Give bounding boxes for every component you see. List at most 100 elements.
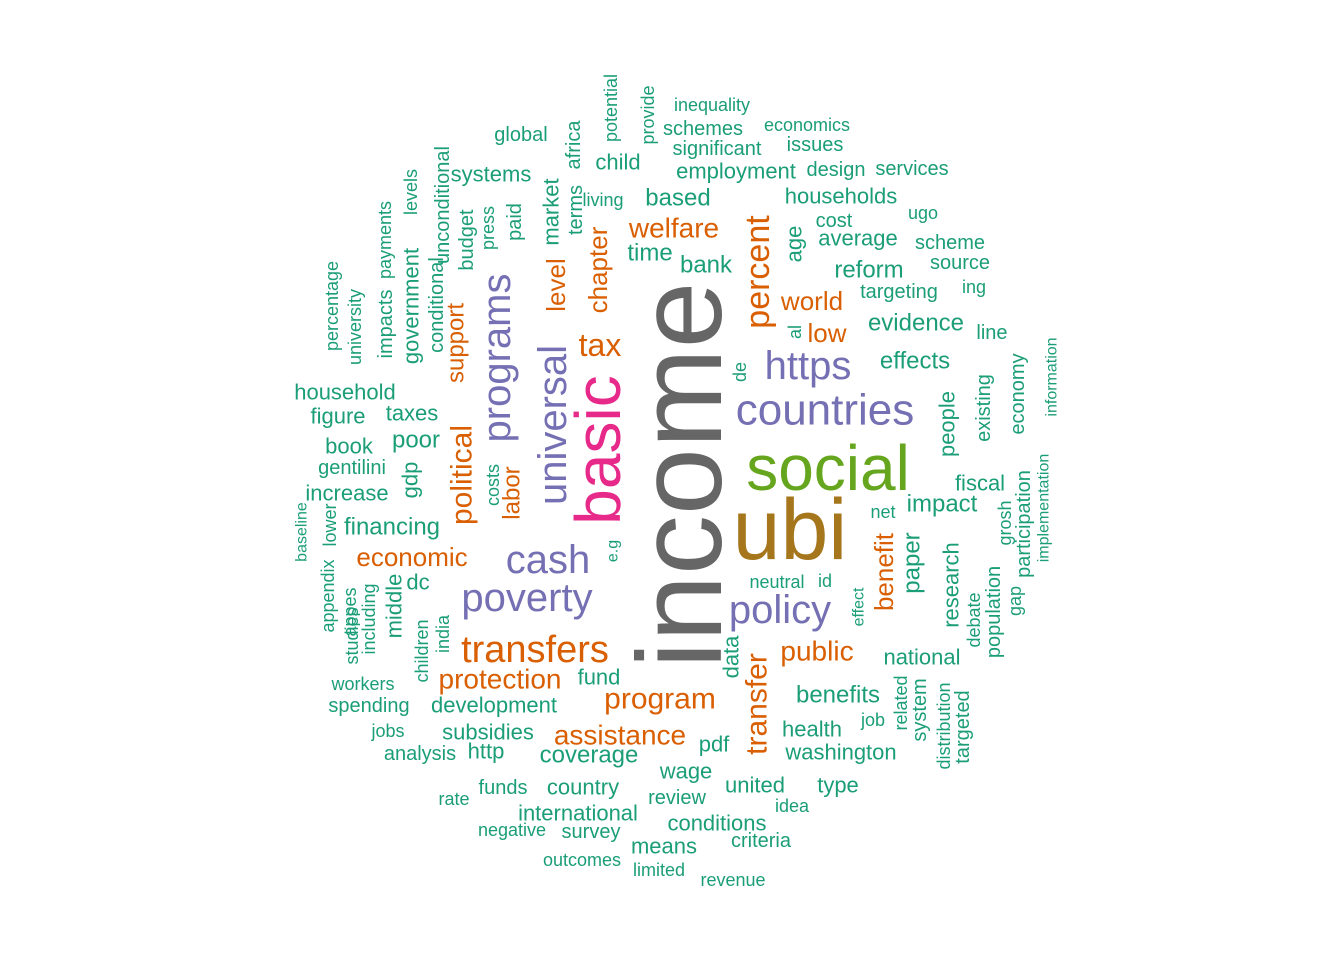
word-significant: significant xyxy=(673,138,762,160)
word-figure: figure xyxy=(310,404,365,429)
word-services: services xyxy=(875,158,948,180)
word-market: market xyxy=(539,178,564,245)
word-rate: rate xyxy=(438,789,469,809)
word-programs: programs xyxy=(475,274,519,443)
word-appendix: appendix xyxy=(318,559,338,632)
word-africa: africa xyxy=(563,120,585,170)
word-system: system xyxy=(909,678,931,741)
word-national: national xyxy=(883,645,960,670)
word-unconditional: unconditional xyxy=(432,146,454,264)
word-survey: survey xyxy=(562,821,621,843)
word-dc: dc xyxy=(406,570,429,595)
word-welfare: welfare xyxy=(628,213,719,244)
word-poverty: poverty xyxy=(461,576,592,620)
word-impacts: impacts xyxy=(375,290,397,359)
word-research: research xyxy=(939,542,964,628)
word-review: review xyxy=(648,787,706,809)
word-negative: negative xyxy=(478,820,546,840)
word-income: income xyxy=(613,282,747,669)
word-net: net xyxy=(870,502,895,522)
word-costs: costs xyxy=(483,464,503,506)
word-based: based xyxy=(645,185,710,212)
word-support: support xyxy=(443,303,470,383)
word-reform: reform xyxy=(834,257,903,284)
word-al: al xyxy=(785,325,805,339)
word-data: data xyxy=(719,635,744,679)
word-provide: provide xyxy=(638,85,658,144)
word-distribution: distribution xyxy=(934,682,954,769)
word-assistance: assistance xyxy=(554,720,686,751)
word-including: including xyxy=(359,583,379,654)
word-labor: labor xyxy=(499,466,526,519)
word-world: world xyxy=(780,286,843,316)
word-living: living xyxy=(582,190,623,210)
word-targeting: targeting xyxy=(860,281,938,303)
word-scheme: scheme xyxy=(915,232,985,254)
word-economic: economic xyxy=(356,542,467,572)
word-basic: basic xyxy=(562,375,634,524)
word-grosh: grosh xyxy=(995,500,1015,545)
word-universal: universal xyxy=(531,345,575,505)
word-program: program xyxy=(604,683,716,716)
word-middle: middle xyxy=(382,574,407,639)
word-analysis: analysis xyxy=(384,743,456,765)
word-taxes: taxes xyxy=(386,401,439,426)
word-levels: levels xyxy=(401,169,421,215)
word-workers: workers xyxy=(330,674,394,694)
word-protection: protection xyxy=(439,664,562,695)
word-gentilini: gentilini xyxy=(318,457,386,479)
word-chapter: chapter xyxy=(583,226,613,313)
word-line: line xyxy=(976,322,1007,344)
word-united: united xyxy=(725,773,785,798)
word-debate: debate xyxy=(964,592,984,647)
word-pdf: pdf xyxy=(699,732,730,757)
word-limited: limited xyxy=(633,860,685,880)
word-idea: idea xyxy=(775,796,810,816)
word-gdp: gdp xyxy=(398,462,423,499)
word-revenue: revenue xyxy=(700,870,765,890)
word-cost: cost xyxy=(816,210,853,232)
word-paper: paper xyxy=(899,532,926,593)
word-https: https xyxy=(765,344,852,388)
word-benefits: benefits xyxy=(796,682,880,709)
word-book: book xyxy=(325,434,374,459)
word-development: development xyxy=(431,693,557,718)
word-conditions: conditions xyxy=(667,811,766,836)
word-inequality: inequality xyxy=(674,95,750,115)
word-benefit: benefit xyxy=(869,532,899,611)
word-de: de xyxy=(730,362,750,382)
word-increase: increase xyxy=(305,481,388,506)
word-potential: potential xyxy=(601,74,621,142)
word-global: global xyxy=(494,124,547,146)
word-subsidies: subsidies xyxy=(442,720,534,745)
word-international: international xyxy=(518,801,638,826)
word-people: people xyxy=(935,391,960,457)
word-coverage: coverage xyxy=(540,742,639,769)
word-participation: participation xyxy=(1013,470,1035,578)
word-criteria: criteria xyxy=(731,830,792,852)
word-households: households xyxy=(785,184,898,209)
word-schemes: schemes xyxy=(663,118,743,140)
word-effect: effect xyxy=(851,587,868,626)
word-job: job xyxy=(860,710,885,730)
word-targeted: targeted xyxy=(952,690,974,763)
word-outcomes: outcomes xyxy=(543,850,621,870)
word-lower: lower xyxy=(320,503,340,546)
word-university: university xyxy=(345,289,365,365)
word-public: public xyxy=(780,636,853,667)
word-percent: percent xyxy=(739,215,777,329)
word-jobs: jobs xyxy=(370,721,404,741)
word-policy: policy xyxy=(729,588,831,632)
word-percentage: percentage xyxy=(322,261,342,351)
word-appes: appes xyxy=(340,587,360,636)
word-economy: economy xyxy=(1007,353,1029,434)
word-tax: tax xyxy=(579,327,622,363)
word-press: press xyxy=(478,206,498,250)
word-household: household xyxy=(294,380,396,405)
word-children: children xyxy=(412,619,432,682)
word-wage: wage xyxy=(659,759,713,784)
word-design: design xyxy=(807,159,866,181)
word-ing: ing xyxy=(962,277,986,297)
word-budget: budget xyxy=(456,209,478,271)
word-poor: poor xyxy=(392,427,440,454)
